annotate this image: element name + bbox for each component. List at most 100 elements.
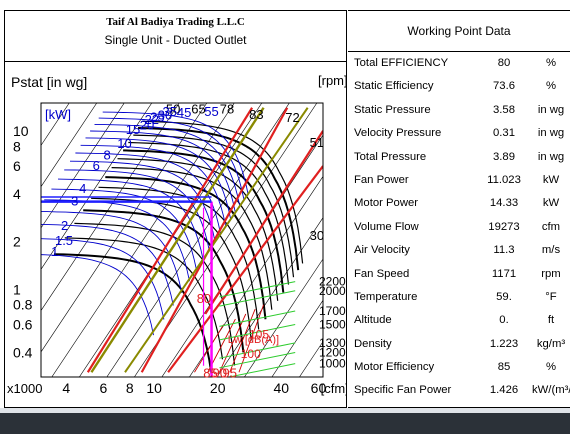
- power-label: 6: [93, 158, 100, 173]
- pressure-curve: [128, 141, 290, 285]
- data-row: Density 1.223 kg/m³: [348, 333, 570, 356]
- data-label: Specific Fan Power: [354, 384, 452, 397]
- pressure-curve: [105, 176, 267, 320]
- data-label: Fan Power: [354, 173, 409, 186]
- data-value: 1171: [491, 267, 517, 280]
- data-label: Altitude: [354, 314, 392, 327]
- working-point-panel: Working Point Data Total EFFICIENCY 80% St…: [348, 10, 570, 408]
- data-row: Fan Power 11.023 kW: [348, 169, 570, 192]
- data-value: 0.31: [493, 127, 515, 140]
- data-unit: kW/(m³/s): [532, 384, 570, 397]
- power-label: 22: [145, 112, 159, 127]
- x-tick-label: 60: [311, 380, 327, 396]
- power-label: 3: [71, 193, 78, 208]
- x-tick-label: 8: [126, 380, 134, 396]
- data-row: Volume Flow 19273 cfm: [348, 216, 570, 239]
- x-axis-unit: [cfm]: [321, 381, 346, 396]
- y-tick-label: 8: [13, 138, 21, 154]
- dba-label: Lw [dB(A)]: [228, 334, 279, 346]
- power-label: 1.5: [55, 233, 73, 248]
- power-label: 10: [117, 136, 131, 151]
- power-curve: [41, 238, 165, 320]
- data-unit: in wg: [537, 103, 565, 116]
- y-tick-label: 0.4: [13, 344, 33, 360]
- efficiency-line-78: [90, 107, 265, 373]
- data-unit: %: [545, 57, 557, 69]
- efficiency-line: [140, 107, 289, 373]
- pressure-curve: [98, 186, 260, 330]
- efficiency-line-83: [124, 107, 309, 373]
- noise-line: [219, 281, 296, 298]
- data-row: Specific Fan Power 1.426 kW/(m³/s): [348, 379, 570, 402]
- data-value: 1.426: [489, 384, 519, 397]
- working-point-title: Working Point Data: [348, 11, 570, 52]
- data-unit: in wg: [537, 150, 565, 163]
- chart-subtitle: Single Unit - Ducted Outlet: [104, 33, 247, 47]
- efficiency-label: 50: [166, 102, 180, 117]
- rpm-label: 2000: [319, 284, 346, 298]
- efficiency-label: 51: [310, 135, 324, 150]
- power-label: 25: [150, 110, 164, 125]
- data-label: Static Efficiency: [354, 80, 434, 93]
- power-label: 55: [204, 104, 218, 119]
- pressure-curve: [74, 222, 236, 366]
- noise-line: [219, 290, 296, 307]
- power-iso-line: [194, 324, 225, 373]
- data-unit: kg/m³: [536, 337, 566, 350]
- efficiency-label: 78: [220, 102, 234, 117]
- data-unit: m/s: [541, 244, 561, 257]
- noise-line: [226, 363, 296, 377]
- data-label: Temperature: [354, 290, 418, 303]
- data-unit: ft: [547, 314, 555, 327]
- system-curve-line: [271, 299, 323, 377]
- y-tick-label: 2: [13, 234, 21, 250]
- x-tick-label: 6: [100, 380, 108, 396]
- power-label: 20: [140, 117, 154, 132]
- x-axis-prefix: x1000: [7, 381, 42, 396]
- system-curve-line: [244, 258, 323, 377]
- pressure-curve: [111, 167, 273, 310]
- efficiency-line: [204, 130, 323, 315]
- pressure-curve: [64, 237, 224, 360]
- power-label: 8: [104, 147, 111, 162]
- data-label: Total Pressure: [354, 150, 427, 163]
- y-tick-label: 4: [13, 186, 21, 202]
- pressure-curve: [83, 209, 245, 353]
- power-iso-line: [238, 304, 265, 373]
- data-unit: kW: [542, 197, 560, 210]
- data-value: 0.: [499, 314, 509, 327]
- efficiency-line: [86, 107, 254, 373]
- noise-line: [219, 324, 296, 341]
- data-unit: in wg: [537, 127, 565, 140]
- system-curve-line: [41, 103, 153, 270]
- system-curve-line: [41, 103, 125, 229]
- rpm-label: 1300: [319, 336, 346, 350]
- data-unit: °F: [545, 290, 557, 303]
- kw-axis-title: [kW]: [45, 107, 71, 122]
- data-unit: %: [545, 361, 557, 374]
- efficiency-label: 83: [249, 107, 263, 122]
- power-label: 35: [163, 104, 177, 119]
- company-name: Taif Al Badiya Trading L.L.C: [106, 16, 245, 28]
- footer-strip: [0, 408, 570, 413]
- data-unit: cfm: [541, 220, 561, 233]
- data-row: Total EFFICIENCY 80%: [348, 52, 570, 75]
- noise-line: [219, 310, 296, 327]
- power-label: 15: [126, 122, 140, 137]
- pressure-curve: [123, 149, 285, 293]
- data-row: Velocity Pressure 0.31 in wg: [348, 122, 570, 145]
- efficiency-label: 85: [203, 365, 217, 380]
- data-row: Air Velocity 11.3 m/s: [348, 239, 570, 262]
- data-unit: %: [545, 80, 557, 93]
- data-label: Static Pressure: [354, 103, 431, 116]
- power-label: 4: [79, 181, 86, 196]
- data-label: Air Velocity: [354, 244, 410, 257]
- data-label: Motor Efficiency: [354, 361, 435, 374]
- chart-header: Taif Al Badiya Trading L.L.C Single Unit…: [5, 11, 346, 62]
- plot-border: [40, 102, 324, 378]
- system-curve-line: [41, 103, 97, 188]
- efficiency-label: 30: [310, 228, 324, 243]
- y-tick-label: 6: [13, 158, 21, 174]
- x-tick-label: 4: [62, 380, 70, 396]
- pressure-curve: [137, 127, 300, 271]
